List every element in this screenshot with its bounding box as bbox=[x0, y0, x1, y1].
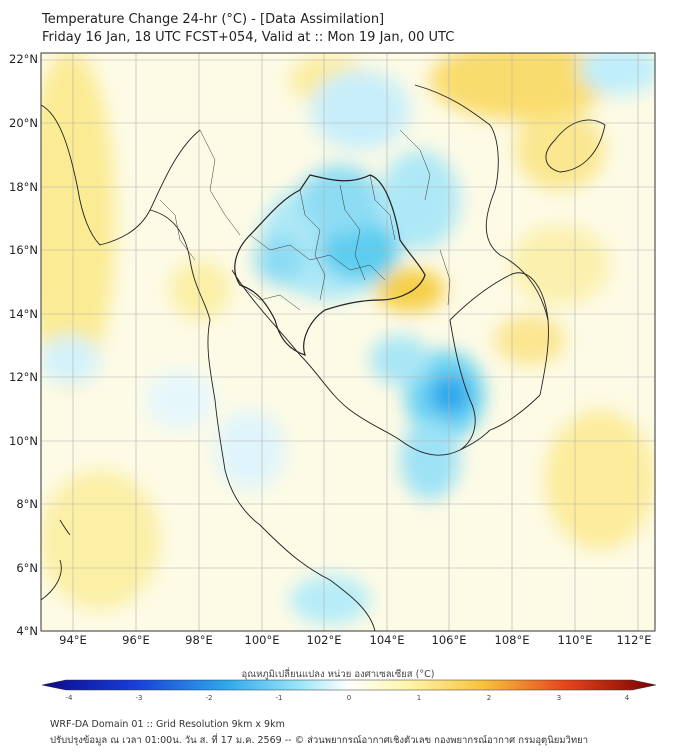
footer-model-info: WRF-DA Domain 01 :: Grid Resolution 9km … bbox=[50, 719, 285, 730]
lon-label: 94°E bbox=[59, 633, 87, 647]
lat-label: 10°N bbox=[9, 434, 38, 448]
colorbar bbox=[41, 679, 657, 691]
lon-label: 96°E bbox=[122, 633, 150, 647]
footer-credit: ปรับปรุงข้อมูล ณ เวลา 01:00น. วัน ส. ที่… bbox=[50, 735, 589, 746]
temperature-shading bbox=[41, 53, 655, 625]
map-title: Temperature Change 24-hr (°C) - [Data As… bbox=[42, 12, 385, 27]
colorbar-tick: -2 bbox=[205, 694, 213, 702]
colorbar-tick: -1 bbox=[275, 694, 283, 702]
lon-label: 106°E bbox=[431, 633, 467, 647]
colorbar-tick: 2 bbox=[486, 694, 492, 702]
lon-label: 112°E bbox=[616, 633, 652, 647]
graticule bbox=[41, 53, 655, 631]
lat-label: 20°N bbox=[9, 116, 38, 130]
colorbar-tick: 1 bbox=[416, 694, 422, 702]
colorbar-tick: 0 bbox=[346, 694, 352, 702]
map-border bbox=[40, 52, 656, 632]
lon-label: 98°E bbox=[185, 633, 213, 647]
colorbar-tick: -3 bbox=[135, 694, 143, 702]
lat-label: 16°N bbox=[9, 243, 38, 257]
thailand-border bbox=[234, 174, 426, 356]
lat-label: 8°N bbox=[16, 497, 38, 511]
lon-label: 102°E bbox=[306, 633, 342, 647]
lat-label: 14°N bbox=[9, 307, 38, 321]
lat-label: 18°N bbox=[9, 180, 38, 194]
lat-label: 22°N bbox=[9, 52, 38, 66]
map-subtitle: Friday 16 Jan, 18 UTC FCST+054, Valid at… bbox=[42, 30, 455, 45]
province-borders bbox=[159, 129, 451, 311]
colorbar-tick: 3 bbox=[556, 694, 562, 702]
lon-label: 110°E bbox=[557, 633, 593, 647]
lat-label: 12°N bbox=[9, 370, 38, 384]
lon-label: 104°E bbox=[369, 633, 405, 647]
colorbar-tick: 4 bbox=[624, 694, 630, 702]
lon-label: 100°E bbox=[244, 633, 280, 647]
lat-label: 4°N bbox=[16, 624, 38, 638]
colorbar-title: อุณหภูมิเปลี่ยนแปลง หน่วย องศาเซลเซียส (… bbox=[241, 669, 435, 680]
coastlines bbox=[41, 84, 606, 631]
lat-label: 6°N bbox=[16, 561, 38, 575]
lon-label: 108°E bbox=[494, 633, 530, 647]
colorbar-tick: -4 bbox=[65, 694, 73, 702]
